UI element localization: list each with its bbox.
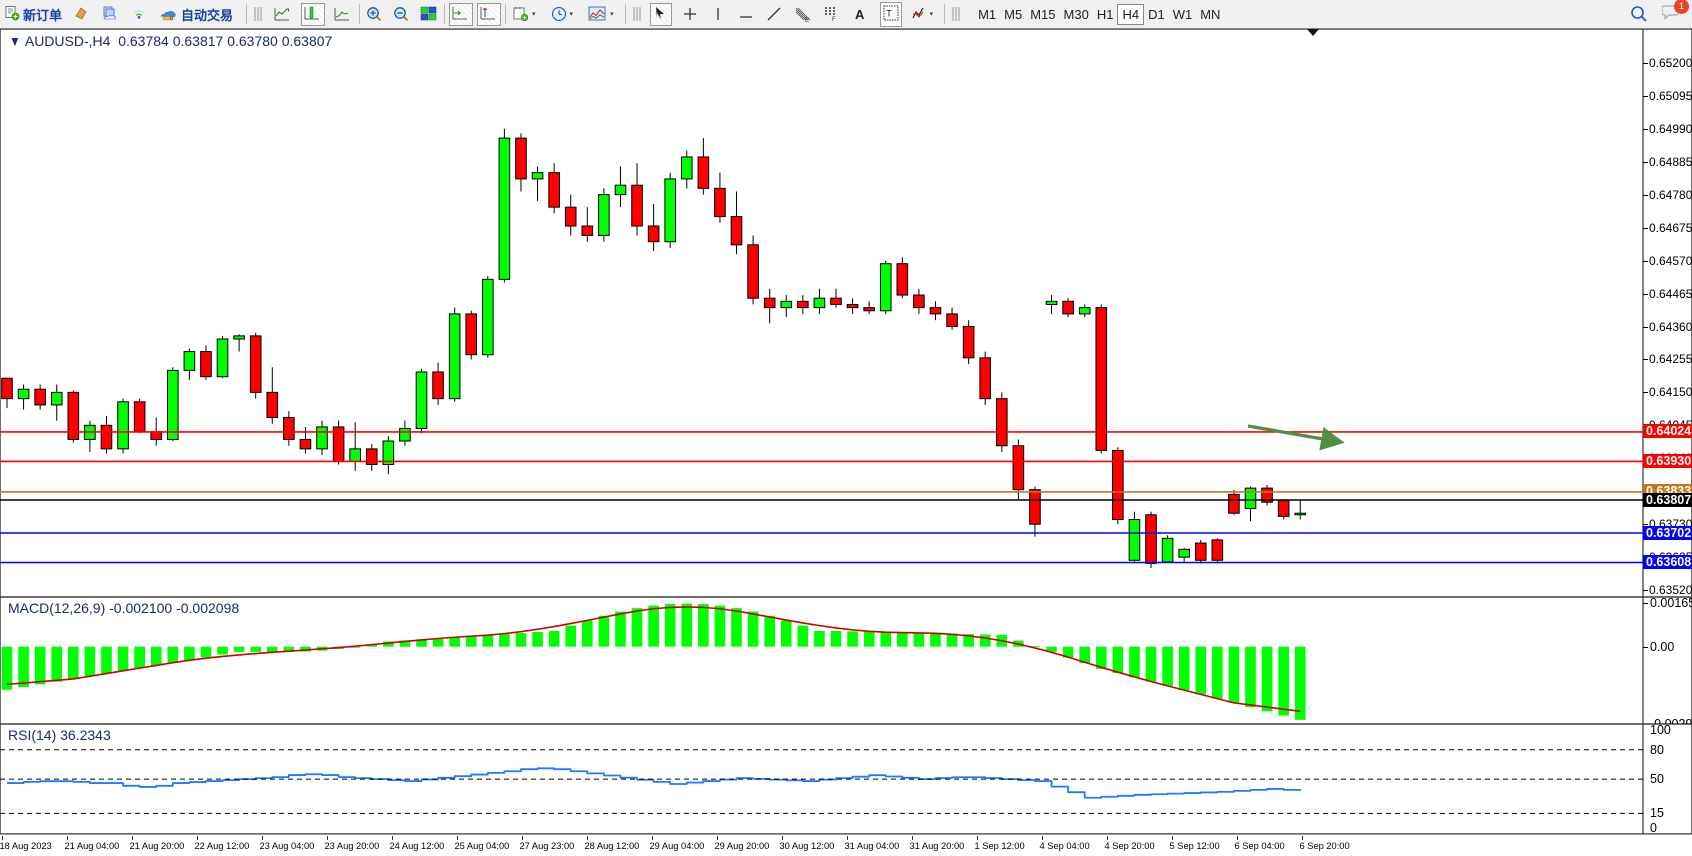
svg-text:F: F [832,17,836,22]
svg-text:E: E [805,18,809,23]
svg-text:A: A [855,7,865,22]
svg-text:T: T [886,8,892,18]
